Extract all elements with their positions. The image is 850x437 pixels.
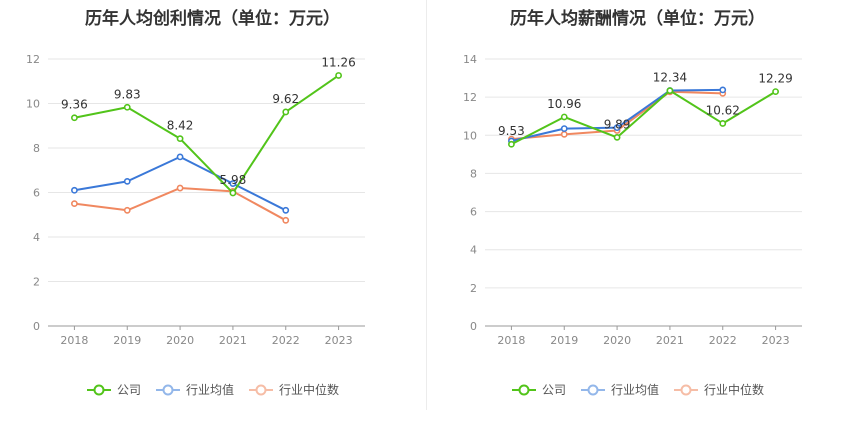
y-tick-label: 6 <box>470 206 477 219</box>
data-point-industry-median <box>282 216 290 224</box>
data-point-industry-mean <box>613 124 621 132</box>
legend-label-industry-mean: 行业均值 <box>610 383 659 397</box>
legend-marker-company-icon <box>511 384 536 395</box>
data-point-industry-median <box>71 200 78 208</box>
legend-marker-industry-median-icon <box>674 384 698 395</box>
y-tick-label: 4 <box>470 244 477 257</box>
x-tick-label: 2018 <box>60 334 88 347</box>
data-label: 9.53 <box>498 124 525 138</box>
data-point-industry-mean <box>719 86 727 94</box>
legend-label-industry-median: 行业中位数 <box>704 383 765 397</box>
legend-marker-company-icon <box>86 384 111 395</box>
salary-chart-plot: 0 2 4 6 8 10 12 14 2018 2019 2020 2021 2022 2023 9.53 1… <box>463 53 802 347</box>
x-tick-label: 2023 <box>325 334 353 347</box>
salary-chart-title: 历年人均薪酬情况（单位：万元） <box>510 9 765 29</box>
data-point-company <box>719 120 727 127</box>
legend-marker-industry-mean-icon <box>580 384 605 395</box>
x-tick-label: 2020 <box>603 334 631 347</box>
data-label: 11.26 <box>321 55 355 69</box>
y-tick-label: 2 <box>470 282 477 295</box>
x-tick-label: 2022 <box>709 334 737 347</box>
panel-divider <box>426 0 427 410</box>
legend-label-industry-median: 行业中位数 <box>279 383 340 397</box>
data-point-company <box>229 189 237 197</box>
salary-chart-legend: 公司 行业均值 行业中位数 <box>425 381 850 398</box>
profit-chart-legend: 公司 行业均值 行业中位数 <box>0 381 425 398</box>
y-tick-label: 0 <box>33 320 40 333</box>
profit-chart-plot: 0 2 4 6 8 10 12 2018 2019 2020 2021 2022 2023 9.36 9.8… <box>26 53 365 347</box>
y-tick-label: 12 <box>26 53 40 66</box>
legend-item-company[interactable]: 公司 <box>86 381 141 398</box>
data-label: 5.98 <box>220 173 247 187</box>
series-line-company <box>510 89 777 146</box>
legend-label-industry-mean: 行业均值 <box>185 383 234 397</box>
data-label: 10.96 <box>547 97 581 111</box>
legend-label-company: 公司 <box>541 383 566 397</box>
y-tick-label: 14 <box>463 53 477 66</box>
salary-chart-panel: 历年人均薪酬情况（单位：万元） 0 2 4 6 8 10 12 14 2018 2019 2020 2… <box>425 0 850 437</box>
data-point-company <box>123 103 131 111</box>
x-tick-label: 2023 <box>762 334 790 347</box>
y-tick-label: 6 <box>33 187 40 200</box>
profit-chart-title: 历年人均创利情况（单位：万元） <box>85 9 340 29</box>
legend-label-company: 公司 <box>116 383 141 397</box>
data-point-company <box>666 87 674 95</box>
data-point-industry-mean <box>176 153 184 161</box>
x-tick-label: 2019 <box>550 334 578 347</box>
legend-marker-industry-median-icon <box>249 384 273 395</box>
data-point-industry-mean <box>282 206 290 214</box>
y-tick-label: 2 <box>33 276 40 289</box>
legend-item-industry-mean[interactable]: 行业均值 <box>155 381 234 398</box>
data-point-industry-mean <box>229 180 237 187</box>
data-point-industry-median <box>123 206 131 214</box>
legend-item-industry-median[interactable]: 行业中位数 <box>248 381 339 398</box>
y-tick-label: 10 <box>463 129 477 142</box>
legend-item-industry-median[interactable]: 行业中位数 <box>673 381 764 398</box>
data-label: 9.36 <box>61 98 88 112</box>
y-tick-label: 8 <box>33 142 40 155</box>
data-point-industry-mean <box>123 177 131 185</box>
data-point-company <box>560 113 568 121</box>
y-tick-label: 0 <box>470 320 477 333</box>
legend-item-company[interactable]: 公司 <box>511 381 566 398</box>
data-point-company <box>335 72 342 79</box>
x-tick-label: 2018 <box>497 334 525 347</box>
data-point-industry-median <box>560 130 568 138</box>
data-point-industry-median <box>176 184 184 192</box>
data-point-company <box>71 114 78 122</box>
x-tick-label: 2020 <box>166 334 194 347</box>
x-tick-label: 2019 <box>113 334 141 347</box>
legend-item-industry-mean[interactable]: 行业均值 <box>580 381 659 398</box>
y-tick-label: 12 <box>463 91 477 104</box>
data-label: 12.34 <box>653 71 687 85</box>
y-tick-label: 10 <box>26 98 40 111</box>
y-tick-label: 4 <box>33 231 40 244</box>
series-line-company <box>74 74 340 194</box>
data-label: 9.62 <box>272 92 299 106</box>
data-point-industry-mean <box>560 125 568 133</box>
data-point-industry-mean <box>71 186 78 194</box>
data-point-company <box>282 108 290 116</box>
data-point-company <box>772 88 779 96</box>
x-tick-label: 2021 <box>219 334 247 347</box>
data-label: 9.83 <box>114 87 141 101</box>
data-point-company <box>508 140 515 148</box>
x-tick-label: 2021 <box>656 334 684 347</box>
x-tick-label: 2022 <box>272 334 300 347</box>
profit-chart-panel: 历年人均创利情况（单位：万元） 0 2 4 6 8 10 12 2018 2019 2020 202… <box>0 9 425 398</box>
legend-marker-industry-mean-icon <box>155 384 180 395</box>
data-label: 10.62 <box>706 103 740 117</box>
y-tick-label: 8 <box>470 167 477 180</box>
data-label: 12.29 <box>758 72 792 86</box>
data-label: 8.42 <box>167 119 194 133</box>
data-point-company <box>176 135 184 143</box>
data-point-company <box>613 133 621 141</box>
data-label: 9.89 <box>604 117 631 131</box>
